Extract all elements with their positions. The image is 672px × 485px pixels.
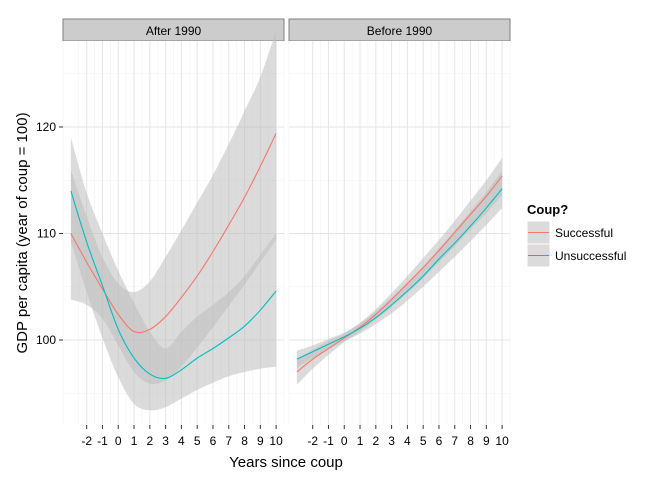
facet-strip-label: Before 1990 — [367, 24, 433, 38]
series-line-successful — [70, 133, 277, 334]
legend-title: Coup? — [527, 202, 568, 217]
x-tick-label: 7 — [451, 434, 458, 448]
confidence-band-unsuccessful — [70, 137, 277, 411]
series-line-successful — [296, 175, 503, 373]
x-tick-label: 5 — [420, 434, 427, 448]
x-tick-label: 1 — [131, 434, 138, 448]
x-tick-label: 7 — [225, 434, 232, 448]
series-line-unsuccessful — [296, 188, 503, 360]
x-tick-label: -1 — [323, 434, 334, 448]
axes: -2 -1 0 1 2 3 4 5 6 7 8 9 10 -2 -1 0 1 2 3 4 5 6 7 8 9 1010011012… — [36, 120, 509, 448]
x-tick-label: 6 — [436, 434, 443, 448]
y-tick-label: 120 — [36, 120, 56, 134]
x-tick-label: 2 — [372, 434, 379, 448]
panel-after-1990: After 1990 — [62, 18, 285, 425]
y-tick-label: 100 — [36, 333, 56, 347]
x-tick-label: 4 — [178, 434, 185, 448]
x-tick-label: -2 — [307, 434, 318, 448]
facet-strip-label: After 1990 — [146, 24, 202, 38]
confidence-band-successful — [296, 157, 503, 385]
x-tick-label: 6 — [210, 434, 217, 448]
x-tick-label: 1 — [357, 434, 364, 448]
series-line-unsuccessful — [70, 190, 277, 380]
x-tick-label: 3 — [162, 434, 169, 448]
legend-label-unsuccessful: Unsuccessful — [555, 249, 626, 263]
x-tick-label: 0 — [341, 434, 348, 448]
x-tick-label: 8 — [241, 434, 248, 448]
x-tick-label: 2 — [146, 434, 153, 448]
x-tick-label: 3 — [388, 434, 395, 448]
panel-before-1990: Before 1990 — [288, 18, 511, 425]
x-tick-label: 10 — [269, 434, 283, 448]
legend-label-successful: Successful — [555, 226, 613, 240]
x-tick-label: 5 — [194, 434, 201, 448]
confidence-band-unsuccessful — [296, 170, 503, 368]
x-tick-label: 8 — [467, 434, 474, 448]
x-tick-label: 4 — [404, 434, 411, 448]
panels: After 1990 Before 1990 — [62, 18, 511, 425]
x-tick-label: 10 — [495, 434, 509, 448]
x-tick-label: 0 — [115, 434, 122, 448]
x-tick-label: 9 — [483, 434, 490, 448]
y-tick-label: 110 — [37, 227, 56, 241]
x-tick-label: 9 — [257, 434, 264, 448]
x-tick-label: -1 — [97, 434, 108, 448]
legend: Coup? Successful Unsuccessful — [526, 202, 626, 268]
x-tick-label: -2 — [81, 434, 92, 448]
y-axis-title: GDP per capita (year of coup = 100) — [14, 112, 31, 353]
x-axis-title: Years since coup — [229, 454, 343, 471]
